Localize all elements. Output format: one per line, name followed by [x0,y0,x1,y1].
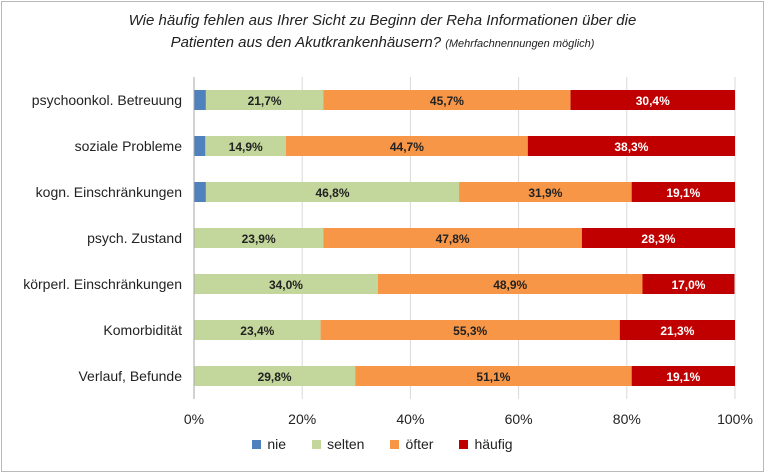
bar-segment [205,136,286,156]
bar-segment [459,182,632,202]
data-label: 55,3% [453,324,487,338]
data-label: 45,7% [430,94,464,108]
x-tick-label: 60% [505,411,533,427]
bars-layer [194,90,735,386]
chart-title: Wie häufig fehlen aus Ihrer Sicht zu Beg… [2,10,763,55]
bar-segment [205,90,324,110]
bar-segment [355,366,632,386]
legend-swatch [390,439,400,449]
bar-segment [631,182,735,202]
bar-segment [194,320,321,340]
data-label: 28,3% [641,232,675,246]
data-label: 19,1% [666,370,700,384]
title-line-1: Wie häufig fehlen aus Ihrer Sicht zu Beg… [128,12,637,29]
legend-item: nie [252,436,286,452]
x-tick-label: 20% [288,411,316,427]
category-label: körperl. Einschränkungen [23,276,182,292]
data-label: 23,4% [240,324,274,338]
data-label: 23,9% [242,232,276,246]
data-label: 17,0% [671,278,705,292]
bar-segment [320,320,620,340]
legend-label: häufig [474,436,513,452]
data-label: 47,8% [436,232,470,246]
bar-segment [323,228,582,248]
bar-segment [323,90,571,110]
category-label: Komorbidität [103,322,182,338]
data-label: 44,7% [390,140,424,154]
category-label: psych. Zustand [87,230,182,246]
category-label: Verlauf, Befunde [78,368,182,384]
data-label: 29,8% [258,370,292,384]
data-label: 46,8% [315,186,349,200]
bar-segment [570,90,735,110]
bar-segment [527,136,735,156]
bar-segment [205,182,460,202]
legend-label: öfter [405,436,434,452]
bar-segment [377,274,643,294]
legend-swatch [252,439,262,449]
data-label: 14,9% [229,140,263,154]
data-label: 31,9% [528,186,562,200]
category-label: kogn. Einschränkungen [36,184,182,200]
legend-label: selten [327,436,365,452]
legend: nie selten öfter häufig [2,436,763,452]
legend-item: selten [312,436,364,452]
legend-label: nie [267,436,287,452]
category-label: psychoonkol. Betreuung [32,92,182,108]
bar-segment [194,274,378,294]
legend-swatch [312,439,322,449]
legend-item: häufig [459,436,513,452]
x-tick-label: 80% [613,411,641,427]
x-tick-label: 0% [184,411,204,427]
bar-segment [194,90,206,110]
data-label: 38,3% [614,140,648,154]
bar-segment [194,228,324,248]
title-note: (Mehrfachnennungen möglich) [445,38,595,50]
data-label: 48,9% [493,278,527,292]
x-tick-label: 40% [396,411,424,427]
bar-segment [619,320,735,340]
labels-layer: 21,7% 45,7% 30,4% 14,9% 44,7% 38,3% 46,8% 31,9%… [229,94,706,384]
data-label: 34,0% [269,278,303,292]
bar-segment [631,366,735,386]
bar-segment [642,274,735,294]
data-label: 21,3% [660,324,694,338]
legend-item: öfter [390,436,433,452]
data-label: 51,1% [476,370,510,384]
bar-segment [285,136,528,156]
data-label: 21,7% [248,94,282,108]
bar-segment [194,182,206,202]
x-tick-label: 100% [717,411,753,427]
bar-segment [581,228,735,248]
legend-swatch [459,439,469,449]
title-line-2: Patienten aus den Akutkrankenhäusern? [170,34,442,51]
bar-segment [194,366,356,386]
bar-segment [194,136,206,156]
data-label: 30,4% [636,94,670,108]
axis-layer: 0% 20% 40% 60% 80% 100% psychoonkol. Betreuung… [23,77,753,427]
category-label: soziale Probleme [75,138,183,154]
data-label: 19,1% [666,186,700,200]
